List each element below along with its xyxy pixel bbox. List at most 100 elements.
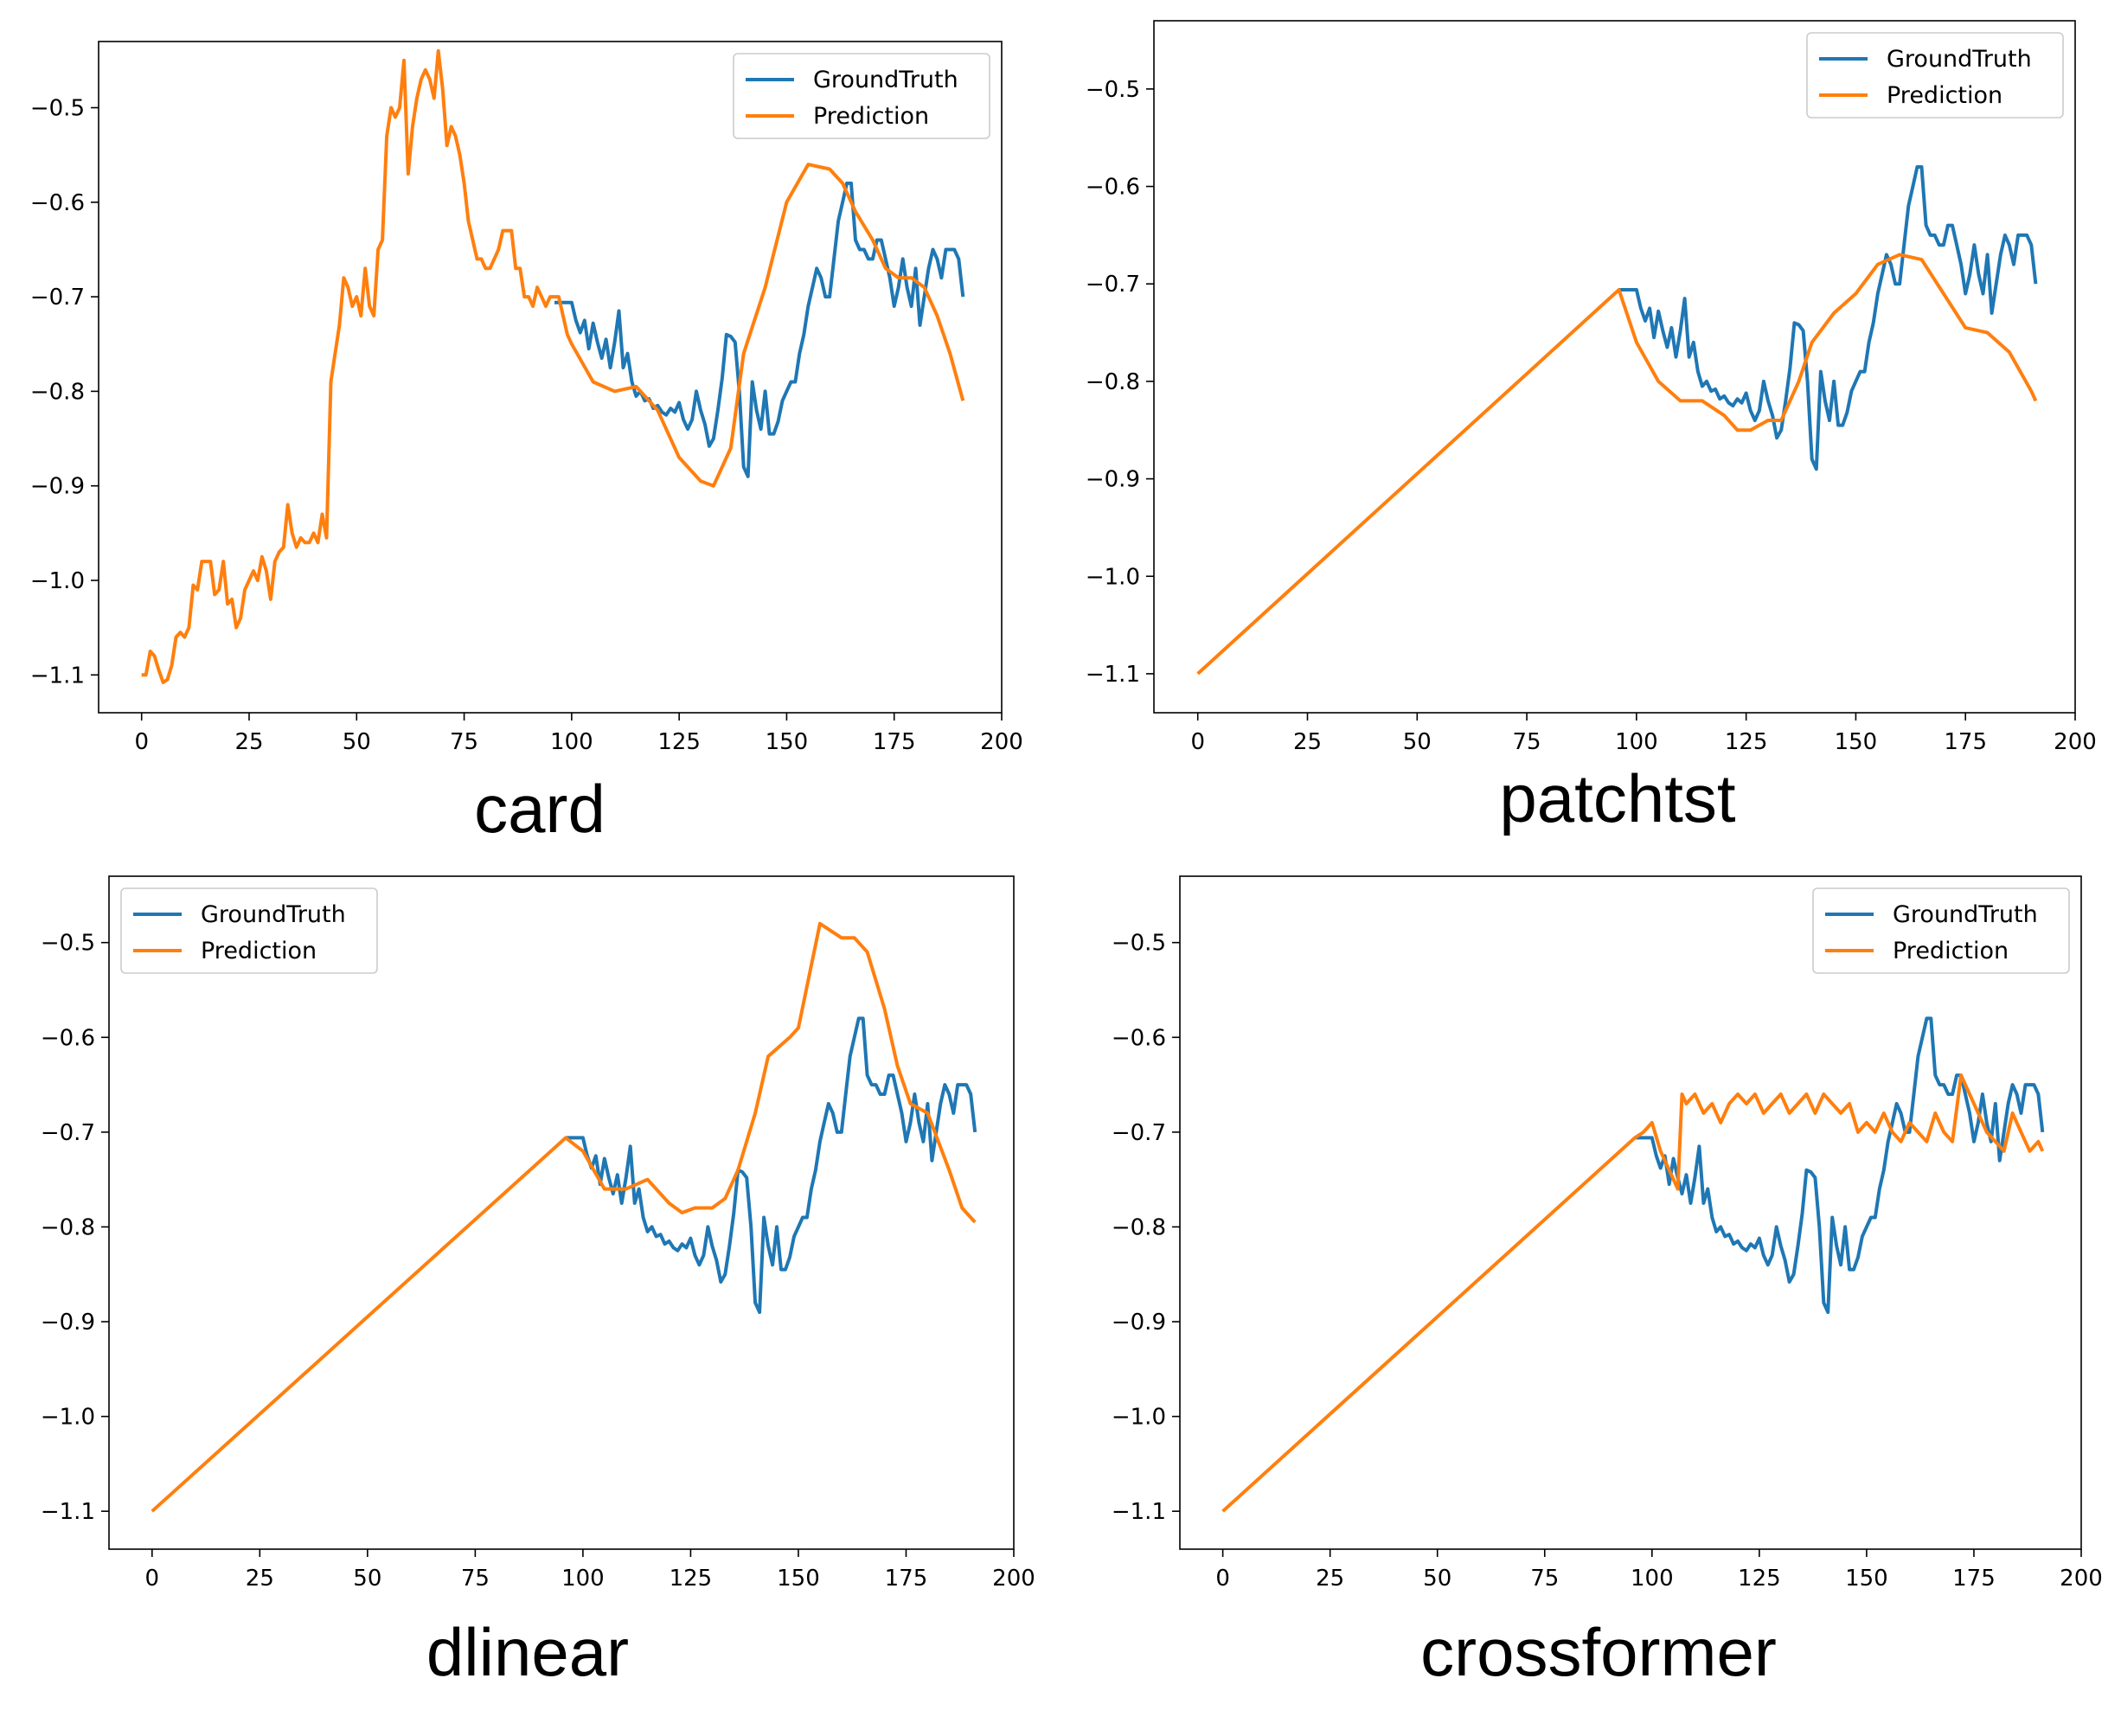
- x-tick-label: 75: [1513, 729, 1541, 755]
- legend-label: Prediction: [1893, 938, 2009, 964]
- y-tick-label: −1.1: [30, 663, 85, 689]
- y-tick-label: −0.8: [41, 1214, 95, 1240]
- x-tick-label: 50: [1403, 729, 1432, 755]
- x-tick-label: 100: [561, 1566, 605, 1592]
- y-axis: −0.5 −0.6 −0.7 −0.8 −0.9 −1.0 −1.1: [30, 96, 99, 689]
- x-tick-label: 100: [1631, 1566, 1674, 1592]
- x-axis: 0 25 50 75 100 125 150 175 200: [145, 1549, 1035, 1592]
- x-tick-label: 25: [1316, 1566, 1344, 1592]
- x-tick-label: 50: [353, 1566, 381, 1592]
- x-tick-label: 125: [1725, 729, 1768, 755]
- legend: GroundTruth Prediction: [1812, 887, 2070, 974]
- series-groundtruth-line: [566, 1016, 977, 1315]
- series-prediction-line: [1196, 253, 2038, 676]
- x-tick-label: 125: [1738, 1566, 1781, 1592]
- axes-frame: [1153, 20, 2076, 714]
- y-tick-label: −0.9: [1086, 467, 1140, 493]
- y-tick-label: −0.8: [1112, 1214, 1166, 1240]
- y-tick-label: −0.8: [30, 379, 85, 405]
- legend-box: [733, 53, 990, 139]
- y-tick-label: −0.7: [1112, 1120, 1166, 1146]
- legend-box: [1812, 887, 2070, 974]
- panel-caption: dlinear: [426, 1614, 629, 1690]
- panel-crossformer: 0 25 50 75 100 125 150 175 200 −0.5 −0.6 −0.7 −0.8 −…: [1112, 875, 2103, 1690]
- y-tick-label: −1.1: [1112, 1499, 1166, 1525]
- plot-lines: [1196, 165, 2038, 676]
- panel-dlinear: 0 25 50 75 100 125 150 175 200 −0.5−0.6−0.7−0.8−…: [41, 875, 1035, 1690]
- panel-caption: patchtst: [1499, 760, 1735, 836]
- axes-frame: [98, 41, 1003, 714]
- x-tick-label: 200: [992, 1566, 1035, 1592]
- y-tick-label: −0.8: [1086, 369, 1140, 395]
- x-tick-label: 150: [766, 729, 809, 755]
- legend-label: Prediction: [813, 103, 929, 130]
- x-tick-label: 75: [461, 1566, 490, 1592]
- x-tick-label: 25: [246, 1566, 274, 1592]
- series-groundtruth-line: [554, 181, 965, 478]
- x-tick-label: 0: [1190, 729, 1205, 755]
- x-tick-label: 50: [343, 729, 371, 755]
- y-tick-label: −0.5: [1112, 931, 1166, 957]
- x-tick-label: 0: [134, 729, 149, 755]
- x-tick-label: 150: [1835, 729, 1878, 755]
- plot-lines: [141, 48, 965, 684]
- x-tick-label: 150: [777, 1566, 820, 1592]
- series-groundtruth-line: [1635, 1016, 2045, 1315]
- y-tick-label: −0.6: [41, 1025, 95, 1051]
- y-tick-label: −1.1: [1086, 662, 1140, 688]
- x-axis: 0 25 50 75 100 125 150 175 200: [1215, 1549, 2103, 1592]
- x-tick-label: 75: [450, 729, 478, 755]
- plot-lines: [151, 921, 977, 1513]
- x-tick-label: 200: [2054, 729, 2097, 755]
- y-axis: −0.5 −0.6 −0.7 −0.8 −0.9 −1.0 −1.1: [1086, 77, 1154, 688]
- panel-card: 0 25 50 75 100 125 150 175 200 −0.5−0.6−0.7−0.8−…: [30, 41, 1023, 847]
- x-tick-label: 0: [145, 1566, 160, 1592]
- x-tick-label: 25: [1293, 729, 1322, 755]
- y-tick-label: −0.7: [41, 1120, 95, 1146]
- y-tick-label: −0.5: [30, 96, 85, 122]
- series-prediction-line: [1221, 1073, 2045, 1513]
- plot-lines: [1221, 1016, 2045, 1513]
- series-groundtruth-line: [1618, 165, 2038, 471]
- legend: GroundTruth Prediction: [120, 887, 378, 974]
- y-tick-label: −0.6: [1112, 1025, 1166, 1051]
- x-tick-label: 0: [1215, 1566, 1230, 1592]
- x-tick-label: 175: [873, 729, 916, 755]
- legend-label: GroundTruth: [201, 901, 346, 928]
- y-tick-label: −0.9: [30, 474, 85, 500]
- x-tick-label: 200: [980, 729, 1023, 755]
- axes-frame: [108, 875, 1015, 1550]
- y-tick-label: −0.7: [1086, 272, 1140, 298]
- y-tick-label: −0.5: [41, 931, 95, 957]
- legend: GroundTruth Prediction: [733, 53, 990, 139]
- y-tick-label: −0.6: [30, 190, 85, 216]
- y-axis: −0.5 −0.6 −0.7 −0.8 −0.9 −1.0 −1.1: [1112, 931, 1180, 1525]
- x-tick-label: 25: [234, 729, 263, 755]
- y-tick-label: −1.0: [1086, 564, 1140, 590]
- x-tick-label: 175: [1944, 729, 1987, 755]
- y-tick-label: −1.0: [41, 1405, 95, 1431]
- x-tick-label: 175: [1952, 1566, 1996, 1592]
- legend-label: GroundTruth: [1887, 46, 2032, 73]
- y-tick-label: −0.5: [1086, 77, 1140, 103]
- y-tick-label: −1.1: [41, 1499, 95, 1525]
- y-tick-label: −0.9: [41, 1310, 95, 1336]
- y-tick-label: −1.0: [30, 568, 85, 594]
- x-tick-label: 50: [1423, 1566, 1451, 1592]
- x-axis: 0 25 50 75 100 125 150 175 200: [1190, 713, 2097, 755]
- y-axis: −0.5 −0.6 −0.7 −0.8 −0.9 −1.0 −1.1: [41, 931, 109, 1525]
- y-tick-label: −0.9: [1112, 1310, 1166, 1336]
- x-tick-label: 100: [550, 729, 593, 755]
- x-tick-label: 150: [1845, 1566, 1888, 1592]
- x-tick-label: 100: [1615, 729, 1658, 755]
- legend: GroundTruth Prediction: [1806, 32, 2064, 119]
- panel-caption: card: [474, 771, 606, 847]
- series-prediction-line: [151, 921, 977, 1513]
- x-tick-label: 200: [2060, 1566, 2103, 1592]
- x-axis: 0 25 50 75 100 125 150 175 200: [134, 713, 1023, 755]
- legend-box: [120, 887, 378, 974]
- series-prediction-line: [141, 48, 965, 684]
- x-tick-label: 125: [657, 729, 701, 755]
- y-tick-label: −0.6: [1086, 175, 1140, 201]
- x-tick-label: 75: [1530, 1566, 1559, 1592]
